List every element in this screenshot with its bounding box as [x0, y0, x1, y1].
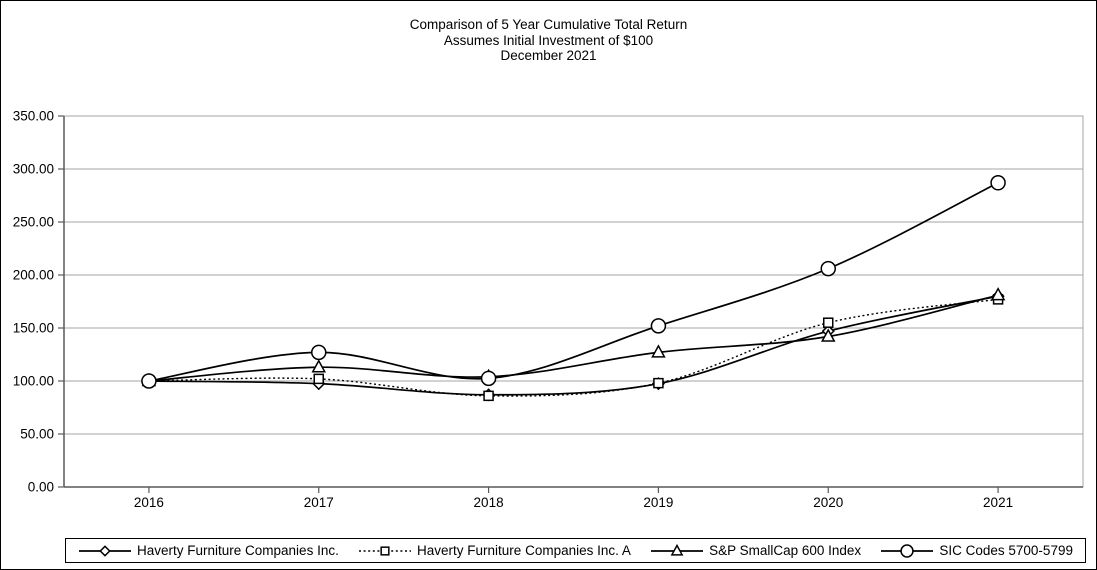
legend-label-sic-codes: SIC Codes 5700-5799	[939, 543, 1073, 558]
svg-text:200.00: 200.00	[13, 268, 54, 283]
svg-text:2018: 2018	[474, 495, 504, 510]
legend-item-sp-smallcap: S&P SmallCap 600 Index	[650, 543, 861, 558]
legend-label-haverty: Haverty Furniture Companies Inc.	[137, 543, 339, 558]
svg-text:50.00: 50.00	[20, 427, 54, 442]
legend-label-haverty-a: Haverty Furniture Companies Inc. A	[417, 543, 631, 558]
legend: Haverty Furniture Companies Inc. Haverty…	[65, 538, 1086, 563]
svg-text:2019: 2019	[643, 495, 673, 510]
diamond-marker-sample-icon	[79, 544, 131, 557]
square-marker-sample-icon	[359, 545, 412, 556]
svg-text:2020: 2020	[813, 495, 843, 510]
svg-text:2017: 2017	[304, 495, 334, 510]
svg-text:350.00: 350.00	[13, 109, 54, 124]
chart-title: Comparison of 5 Year Cumulative Total Re…	[1, 17, 1096, 64]
circle-marker-sample-icon	[881, 543, 934, 558]
legend-item-sic-codes: SIC Codes 5700-5799	[880, 543, 1073, 558]
title-line-1: Comparison of 5 Year Cumulative Total Re…	[409, 17, 688, 32]
title-line-2: Assumes Initial Investment of $100	[443, 32, 654, 48]
legend-item-haverty: Haverty Furniture Companies Inc.	[78, 543, 339, 558]
svg-text:2021: 2021	[983, 495, 1013, 510]
svg-text:0.00: 0.00	[28, 480, 54, 495]
svg-text:2016: 2016	[134, 495, 164, 510]
legend-label-sp-smallcap: S&P SmallCap 600 Index	[709, 543, 862, 558]
svg-text:100.00: 100.00	[13, 374, 54, 389]
title-line-3: December 2021	[500, 48, 597, 63]
svg-text:150.00: 150.00	[13, 321, 54, 336]
legend-item-haverty-a: Haverty Furniture Companies Inc. A	[358, 543, 631, 558]
svg-text:300.00: 300.00	[13, 162, 54, 177]
triangle-marker-sample-icon	[651, 543, 704, 556]
svg-text:250.00: 250.00	[13, 215, 54, 230]
